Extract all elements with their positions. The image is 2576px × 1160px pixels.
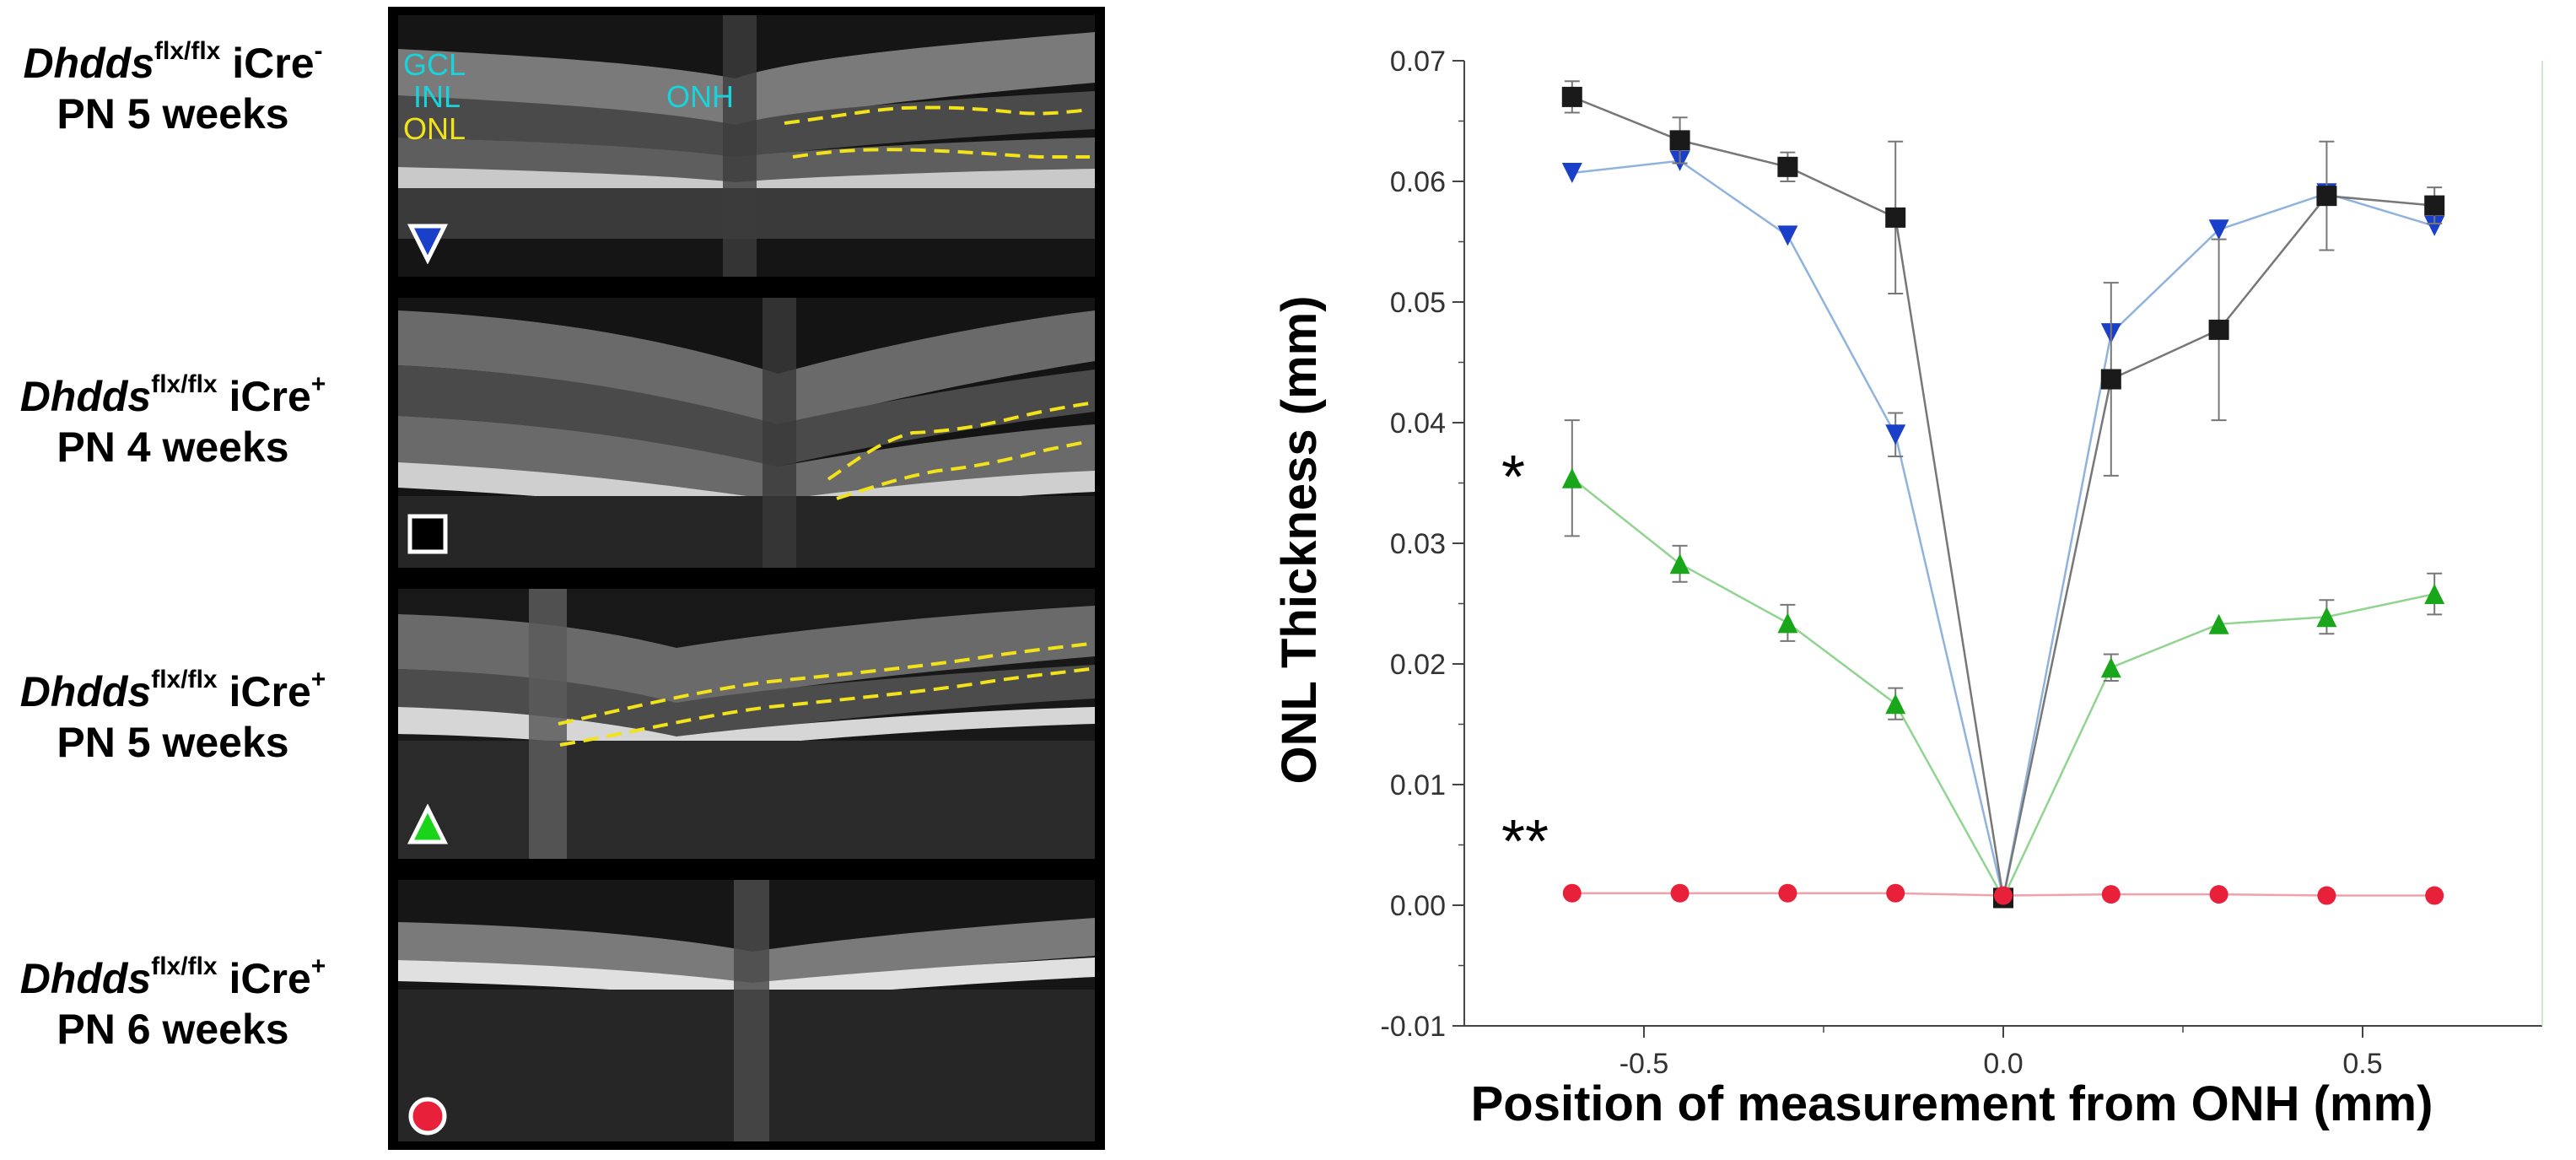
y-tick-label: 0.07 — [1390, 46, 1446, 78]
data-point-triangle-down — [1777, 225, 1798, 246]
data-point-triangle-up — [1885, 693, 1906, 715]
axes-layer: -0.01 0.00 0.01 0.02 0.03 0.04 0.05 0.06 0.07 -0.… — [1381, 46, 2543, 1080]
data-point-square — [2424, 195, 2445, 216]
data-point-triangle-up — [2316, 607, 2337, 628]
significance-double-star: ** — [1501, 808, 1549, 876]
data-point-triangle-up — [2100, 657, 2121, 678]
data-point-circle — [2425, 886, 2444, 905]
y-tick-label: 0.05 — [1390, 287, 1446, 319]
genotype-superscript: flx/flx — [151, 952, 218, 980]
data-point-square — [1885, 207, 1906, 228]
cre-sign: + — [310, 952, 326, 980]
cre-sign: + — [310, 666, 326, 693]
genotype-superscript: flx/flx — [151, 666, 218, 693]
cre-name: iCre — [229, 668, 311, 715]
data-point-circle — [2101, 885, 2121, 904]
row-label-2: Dhddsflx/flx iCre+ PN 4 weeks — [0, 371, 346, 472]
cre-sign: - — [314, 37, 323, 65]
data-point-square — [2208, 319, 2229, 340]
row-label-4: Dhddsflx/flx iCre+ PN 6 weeks — [0, 953, 346, 1055]
series-line-triangle-down — [1571, 159, 2435, 898]
onh-label: ONH — [666, 79, 734, 114]
data-point-triangle-up — [1669, 553, 1690, 575]
data-point-triangle-down — [2208, 219, 2229, 240]
data-point-triangle-down — [1885, 424, 1906, 445]
data-point-triangle-up — [1561, 467, 1582, 488]
x-tick-label: 0.0 — [1983, 1048, 2023, 1080]
data-point-triangle-up — [2208, 613, 2229, 634]
y-axis-title: ONL Thickness (mm) — [1272, 295, 1327, 784]
chart-svg: -0.01 0.00 0.01 0.02 0.03 0.04 0.05 0.06 0.07 -0.… — [1272, 46, 2543, 1131]
row-label-1: Dhddsflx/flx iCre- PN 5 weeks — [0, 38, 346, 139]
cre-name: iCre — [229, 373, 311, 420]
gene-name: Dhdds — [19, 668, 152, 715]
series-layer — [1561, 80, 2445, 909]
y-tick-label: 0.01 — [1390, 769, 1446, 801]
data-point-square — [1669, 130, 1690, 151]
y-tick-label: -0.01 — [1381, 1011, 1447, 1043]
oct-image-panel: GCL INL ONL ONH — [388, 7, 1105, 1150]
gene-name: Dhdds — [19, 373, 152, 420]
data-point-circle — [1886, 883, 1905, 903]
blue-down-triangle-marker — [407, 224, 449, 264]
y-tick-label: 0.03 — [1390, 528, 1446, 560]
y-tick-label: 0.02 — [1390, 649, 1446, 681]
data-point-square — [1561, 86, 1582, 107]
age-label: PN 6 weeks — [57, 1006, 289, 1053]
data-point-circle — [1670, 883, 1689, 903]
gene-name: Dhdds — [23, 40, 154, 87]
data-point-square — [1777, 156, 1798, 177]
oct-scan-4 — [398, 880, 1095, 1141]
data-point-circle — [1778, 883, 1797, 903]
cre-name: iCre — [229, 955, 311, 1002]
genotype-superscript: flx/flx — [154, 37, 221, 65]
data-point-square — [2100, 369, 2121, 390]
data-point-triangle-down — [2424, 215, 2445, 236]
significance-single-star: * — [1501, 444, 1525, 511]
data-point-square — [2316, 186, 2337, 207]
series-line-triangle-up — [1571, 477, 2435, 901]
gcl-label: GCL — [403, 47, 466, 82]
y-tick-label: 0.00 — [1390, 890, 1446, 922]
age-label: PN 5 weeks — [57, 719, 289, 766]
age-label: PN 5 weeks — [57, 90, 289, 138]
green-up-triangle-marker — [407, 804, 449, 844]
age-label: PN 4 weeks — [57, 424, 289, 471]
data-point-triangle-up — [1777, 612, 1798, 634]
red-circle-marker — [408, 1097, 447, 1136]
cre-name: iCre — [232, 40, 315, 87]
y-tick-label: 0.04 — [1390, 407, 1446, 440]
data-point-circle — [2317, 886, 2336, 905]
onl-label: ONL — [403, 111, 466, 146]
black-square-marker — [407, 514, 448, 554]
x-tick-label: 0.5 — [2342, 1048, 2382, 1080]
y-tick-label: 0.06 — [1390, 166, 1446, 198]
onl-thickness-chart: -0.01 0.00 0.01 0.02 0.03 0.04 0.05 0.06 0.07 -0.… — [1215, 0, 2576, 1160]
oct-scan-3 — [398, 589, 1095, 859]
gene-name: Dhdds — [19, 955, 152, 1002]
data-point-circle — [1562, 883, 1582, 903]
row-label-3: Dhddsflx/flx iCre+ PN 5 weeks — [0, 666, 346, 768]
cre-sign: + — [310, 370, 326, 398]
oct-scan-2 — [398, 298, 1095, 568]
inl-label: INL — [413, 79, 461, 114]
series-line-square — [1571, 95, 2435, 898]
genotype-superscript: flx/flx — [151, 370, 218, 398]
data-point-circle — [1994, 886, 2013, 905]
data-point-triangle-down — [1561, 162, 1582, 183]
data-point-triangle-up — [2424, 584, 2445, 605]
x-tick-label: -0.5 — [1619, 1048, 1669, 1080]
x-axis-title: Position of measurement from ONH (mm) — [1471, 1076, 2433, 1131]
oct-scan-1 — [398, 15, 1095, 277]
data-point-circle — [2209, 885, 2228, 904]
